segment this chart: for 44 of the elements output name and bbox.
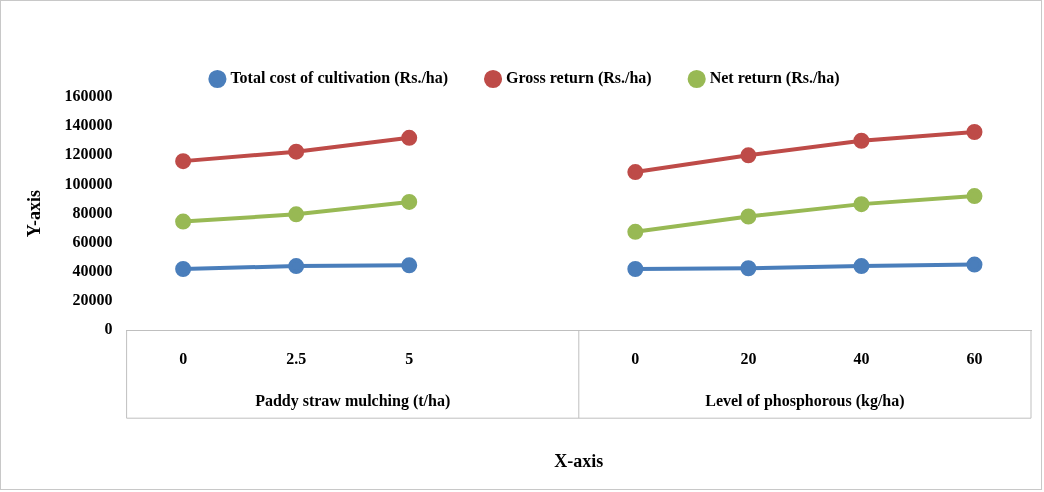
- text: Paddy straw mulching (t/ha): [255, 392, 451, 411]
- point: [966, 188, 983, 205]
- y-tick-label: 120000: [64, 145, 113, 163]
- point: [288, 206, 305, 223]
- x-tick-label: 20: [740, 349, 757, 367]
- y-tick-label: 40000: [72, 262, 113, 280]
- x-tick-label: 0: [179, 349, 188, 367]
- point: [966, 256, 983, 273]
- point: [740, 260, 757, 277]
- y-axis-title: Y-axis: [24, 189, 45, 238]
- x-tick-label: 5: [405, 349, 414, 367]
- y-tick-label: 160000: [64, 87, 113, 105]
- point: [740, 208, 757, 225]
- x-tick-label: 2.5: [286, 349, 307, 367]
- x-tick-label: 60: [966, 349, 983, 367]
- point: [740, 147, 757, 164]
- y-tick-label: 0: [104, 320, 113, 338]
- point: [288, 143, 305, 160]
- legend-label: Total cost of cultivation (Rs./ha): [230, 69, 449, 88]
- legend-label: Gross return (Rs./ha): [506, 69, 652, 88]
- point: [175, 213, 192, 230]
- x-tick-label: 0: [631, 349, 640, 367]
- legend-label: Net return (Rs./ha): [709, 69, 840, 88]
- y-tick-label: 140000: [64, 116, 113, 134]
- x-axis-title: X-axis: [554, 450, 604, 471]
- point: [853, 132, 870, 149]
- point: [288, 258, 305, 275]
- point: [853, 196, 870, 213]
- y-tick-label: 80000: [72, 203, 113, 221]
- y-tick-label: 100000: [64, 174, 113, 192]
- text: Level of phosphorous (kg/ha): [705, 392, 905, 411]
- y-tick-label: 20000: [72, 291, 113, 309]
- point: [175, 260, 192, 277]
- point: [627, 260, 644, 277]
- point: [401, 193, 418, 210]
- y-tick-label: 60000: [72, 232, 113, 250]
- point: [401, 257, 418, 274]
- point: [966, 123, 983, 140]
- point: [401, 129, 418, 146]
- point: [627, 223, 644, 240]
- point: [627, 164, 644, 181]
- point: [175, 153, 192, 170]
- x-tick-label: 40: [853, 349, 870, 367]
- point: [853, 258, 870, 275]
